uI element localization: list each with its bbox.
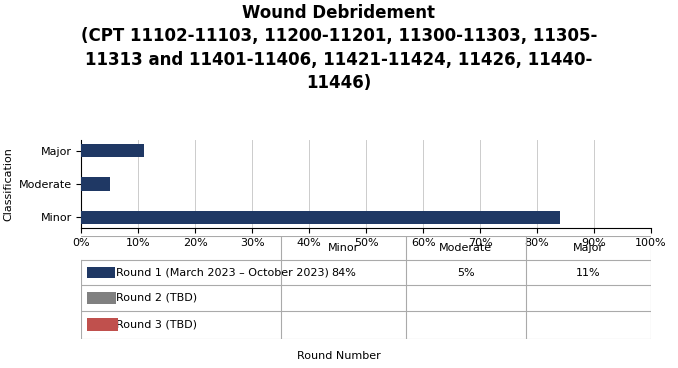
Y-axis label: Classification: Classification [3,147,13,221]
Text: Wound Debridement
(CPT 11102-11103, 11200-11201, 11300-11303, 11305-
11313 and 1: Wound Debridement (CPT 11102-11103, 1120… [81,4,597,92]
Text: 5%: 5% [457,268,475,277]
Text: Moderate: Moderate [439,243,492,253]
Bar [81,177,110,191]
Text: Round 2 (TBD): Round 2 (TBD) [115,293,197,303]
Text: Round 1 (March 2023 – October 2023): Round 1 (March 2023 – October 2023) [115,268,328,277]
Bar [87,318,118,331]
Bar [87,292,116,304]
Text: Round Number: Round Number [297,351,381,361]
Text: Round 3 (TBD): Round 3 (TBD) [115,320,197,330]
Bar [87,267,115,278]
Text: 11%: 11% [576,268,601,277]
Text: 84%: 84% [331,268,356,277]
Bar [81,144,144,157]
Bar [81,211,560,224]
Text: Major: Major [573,243,603,253]
Text: Minor: Minor [327,243,359,253]
